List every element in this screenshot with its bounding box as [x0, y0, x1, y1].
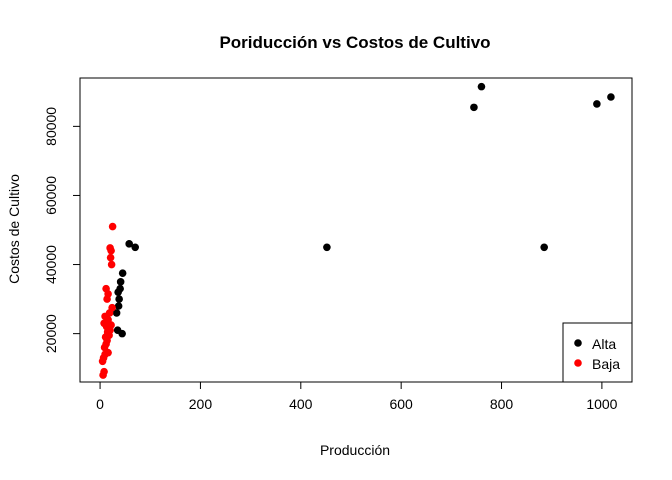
- point-baja: [100, 367, 108, 376]
- y-tick-label: 60000: [43, 176, 59, 215]
- point-alta: [116, 284, 124, 293]
- point-alta: [116, 278, 125, 286]
- point-baja: [106, 244, 114, 252]
- y-axis: 20000 40000 60000 80000: [43, 107, 81, 353]
- point-alta: [323, 243, 331, 252]
- plot-box: [79, 77, 633, 383]
- point-baja: [106, 253, 115, 262]
- y-axis-label: Costos de Cultivo: [6, 174, 22, 284]
- x-tick-label: 0: [96, 396, 104, 412]
- point-alta: [114, 302, 123, 310]
- legend-marker-baja: [574, 359, 582, 367]
- x-tick-label: 600: [389, 396, 413, 412]
- point-alta: [131, 243, 139, 252]
- x-axis: 0 200 400 600 800 1000: [96, 381, 618, 412]
- point-alta: [125, 240, 133, 248]
- x-tick-label: 800: [490, 396, 514, 412]
- point-alta: [112, 309, 121, 317]
- legend: Alta Baja: [562, 322, 633, 383]
- data-points: [98, 82, 615, 379]
- x-axis-label: Producción: [320, 442, 390, 458]
- y-tick-label: 40000: [43, 245, 59, 284]
- point-alta: [470, 103, 478, 112]
- x-tick-label: 400: [289, 396, 313, 412]
- point-baja: [108, 222, 117, 231]
- point-baja: [107, 260, 116, 269]
- chart-title: Poriducción vs Costos de Cultivo: [219, 33, 490, 52]
- point-baja: [102, 284, 110, 293]
- y-tick-label: 20000: [43, 314, 59, 353]
- point-alta: [607, 93, 615, 101]
- point-baja: [108, 303, 116, 312]
- point-alta: [118, 269, 127, 277]
- legend-label-baja: Baja: [592, 356, 620, 372]
- x-tick-label: 200: [189, 396, 213, 412]
- legend-marker-alta: [574, 339, 582, 347]
- legend-box: [562, 322, 633, 383]
- point-alta: [115, 295, 123, 303]
- point-alta: [540, 243, 548, 252]
- point-alta: [477, 82, 486, 91]
- legend-label-alta: Alta: [592, 336, 616, 352]
- point-alta: [593, 100, 601, 108]
- x-tick-label: 1000: [586, 396, 617, 412]
- y-tick-label: 80000: [43, 107, 59, 146]
- point-alta: [118, 329, 126, 338]
